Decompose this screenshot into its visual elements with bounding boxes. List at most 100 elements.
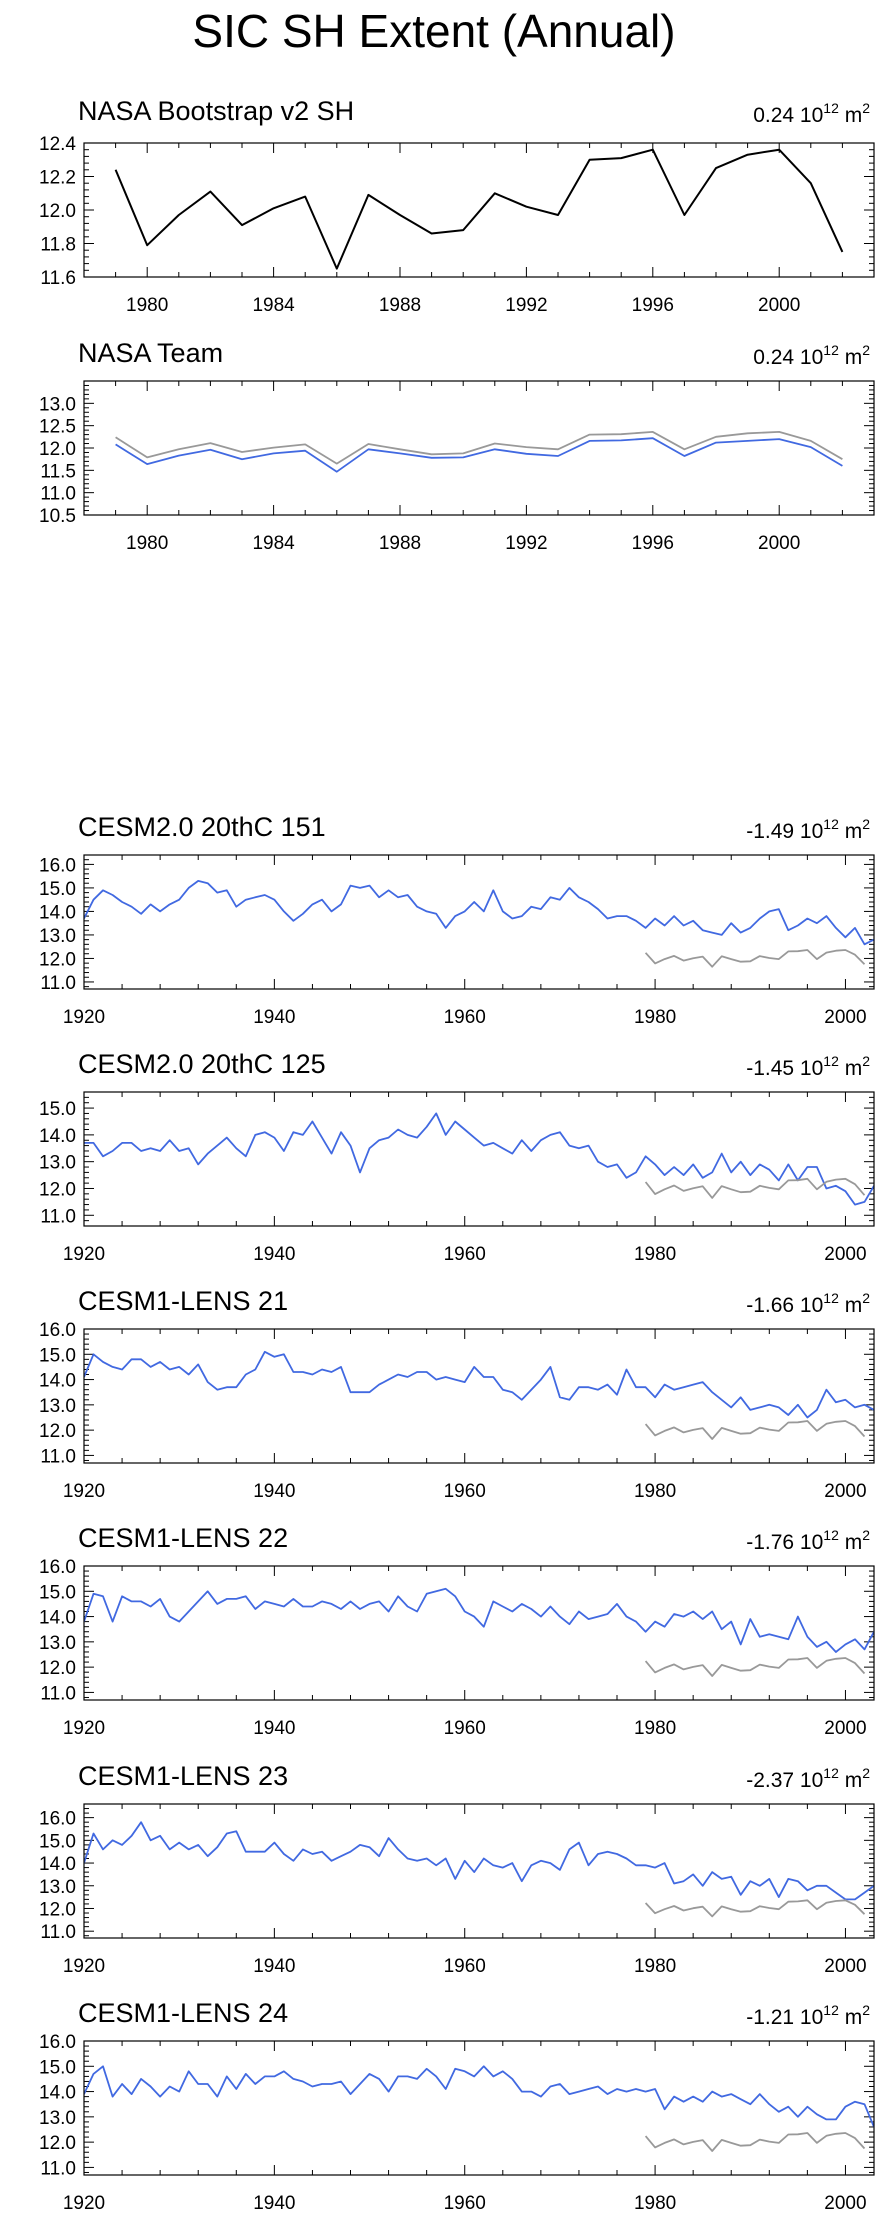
y-tick-label: 12.0 xyxy=(39,1899,76,1920)
chart-panel-5: CESM1-LENS 21 -1.66 1012 m2 11.0 12.0 13.0 14… xyxy=(39,1286,875,1502)
x-tick-label: 1988 xyxy=(379,533,421,554)
x-tick-label: 1940 xyxy=(253,1244,295,1265)
y-tick-label: 15.0 xyxy=(39,2057,76,2078)
series-line-1 xyxy=(84,1821,874,1901)
x-tick-label: 1960 xyxy=(444,1481,486,1502)
x-tick-label: 1920 xyxy=(63,1956,105,1977)
trend-value: -2.37 xyxy=(746,1769,794,1792)
x-tick-label: 1996 xyxy=(632,533,674,554)
x-tick-label: 2000 xyxy=(758,533,800,554)
x-tick-label: 1940 xyxy=(253,1007,295,1028)
x-tick-label: 1960 xyxy=(444,1007,486,1028)
trend-label: -1.45 1012 m2 xyxy=(746,1053,870,1080)
plot-frame xyxy=(83,142,875,278)
trend-value: 0.24 xyxy=(753,346,794,369)
y-tick-label: 11.0 xyxy=(40,973,76,994)
chart-panel-1: NASA Bootstrap v2 SH 0.24 1012 m2 11.6 11.8… xyxy=(39,96,875,316)
trend-value: -1.49 xyxy=(746,820,794,843)
trend-units-exponent: 2 xyxy=(862,100,870,116)
trend-units-m: m xyxy=(845,1294,863,1317)
y-tick-label: 14.0 xyxy=(39,1126,76,1147)
y-tick-label: 14.0 xyxy=(39,2083,76,2104)
plot-frame xyxy=(83,380,875,516)
y-tick-label: 11.0 xyxy=(40,2158,76,2179)
trend-label: 0.24 1012 m2 xyxy=(753,100,870,127)
series-line-2 xyxy=(644,1420,866,1440)
trend-units: 10 xyxy=(800,1294,823,1317)
x-tick-label: 2000 xyxy=(824,1481,866,1502)
x-tick-label: 1960 xyxy=(444,2193,486,2214)
trend-units-exponent: 2 xyxy=(862,2002,870,2018)
trend-units: 10 xyxy=(800,1769,823,1792)
chart-panel-7: CESM1-LENS 23 -2.37 1012 m2 11.012.013.014… xyxy=(39,1761,875,1977)
chart-panel-8: CESM1-LENS 24 -1.21 1012 m2 11.0 12.0 13.0 14… xyxy=(39,1998,875,2214)
y-tick-label: 12.5 xyxy=(39,417,76,438)
x-tick-label: 1960 xyxy=(444,1718,486,1739)
trend-units: 10 xyxy=(800,820,823,843)
chart-panel-2: NASA Team 0.24 1012 m2 10.511.011.512.012.… xyxy=(39,338,875,554)
panel-title: CESM2.0 20thC 151 xyxy=(78,812,326,842)
plot-frame xyxy=(83,1328,875,1464)
trend-label: -1.49 1012 m2 xyxy=(746,816,870,843)
series-line-1 xyxy=(84,880,874,946)
y-tick-label: 11.0 xyxy=(40,1206,76,1227)
y-tick-label: 12.0 xyxy=(39,439,76,460)
trend-units-m: m xyxy=(845,346,863,369)
trend-exponent: 12 xyxy=(823,2002,839,2018)
trend-units: 10 xyxy=(800,104,823,127)
panel-title: CESM2.0 20thC 125 xyxy=(78,1049,326,1079)
series-line-2 xyxy=(644,949,866,968)
y-tick-label: 13.0 xyxy=(39,2108,76,2129)
trend-units-m: m xyxy=(845,2006,863,2029)
chart-panel-6: CESM1-LENS 22 -1.76 1012 m2 11.0 12.0 13.0 14… xyxy=(39,1523,875,1739)
y-tick-label: 14.0 xyxy=(39,902,76,923)
y-tick-label: 14.0 xyxy=(39,1371,76,1392)
y-tick-label: 11.0 xyxy=(40,1922,76,1943)
y-tick-label: 15.0 xyxy=(39,1582,76,1603)
x-tick-label: 2000 xyxy=(758,295,800,316)
y-tick-label: 11.6 xyxy=(40,268,76,289)
trend-value: 0.24 xyxy=(753,104,794,127)
x-tick-label: 2000 xyxy=(824,2193,866,2214)
trend-value: -1.21 xyxy=(746,2006,794,2029)
y-tick-label: 15.0 xyxy=(39,879,76,900)
x-tick-label: 2000 xyxy=(824,1718,866,1739)
y-tick-label: 12.0 xyxy=(39,2133,76,2154)
series-line-1 xyxy=(84,1112,874,1206)
series-line-2 xyxy=(644,1899,866,1918)
x-tick-label: 1980 xyxy=(634,1956,676,1977)
y-tick-label: 16.0 xyxy=(39,855,76,876)
y-tick-label: 15.0 xyxy=(39,1345,76,1366)
x-tick-label: 1980 xyxy=(634,1718,676,1739)
x-tick-label: 1980 xyxy=(634,2193,676,2214)
plot-frame xyxy=(83,2040,875,2176)
y-tick-label: 11.0 xyxy=(40,1446,76,1467)
y-tick-label: 12.0 xyxy=(39,1658,76,1679)
trend-exponent: 12 xyxy=(823,1053,839,1069)
x-tick-label: 1988 xyxy=(379,295,421,316)
trend-value: -1.45 xyxy=(746,1057,794,1080)
plot-frame xyxy=(83,1091,875,1227)
x-tick-label: 2000 xyxy=(824,1956,866,1977)
y-tick-label: 12.0 xyxy=(39,201,76,222)
y-tick-label: 16.0 xyxy=(39,1809,76,1830)
y-tick-label: 13.0 xyxy=(39,926,76,947)
y-tick-label: 12.4 xyxy=(39,134,76,155)
y-tick-label: 12.0 xyxy=(39,1179,76,1200)
y-tick-label: 16.0 xyxy=(39,2032,76,2053)
series-line-1 xyxy=(84,1350,874,1419)
trend-units: 10 xyxy=(800,1057,823,1080)
y-tick-label: 11.0 xyxy=(40,1683,76,1704)
trend-units-m: m xyxy=(845,1057,863,1080)
x-tick-label: 1992 xyxy=(505,533,547,554)
trend-label: 0.24 1012 m2 xyxy=(753,342,870,369)
trend-units-m: m xyxy=(845,1769,863,1792)
y-tick-label: 13.0 xyxy=(39,1877,76,1898)
x-tick-label: 1996 xyxy=(632,295,674,316)
y-tick-label: 10.5 xyxy=(39,506,76,527)
y-tick-label: 13.0 xyxy=(39,394,76,415)
x-tick-label: 1940 xyxy=(253,1481,295,1502)
trend-label: -2.37 1012 m2 xyxy=(746,1765,870,1792)
trend-label: -1.66 1012 m2 xyxy=(746,1290,870,1317)
